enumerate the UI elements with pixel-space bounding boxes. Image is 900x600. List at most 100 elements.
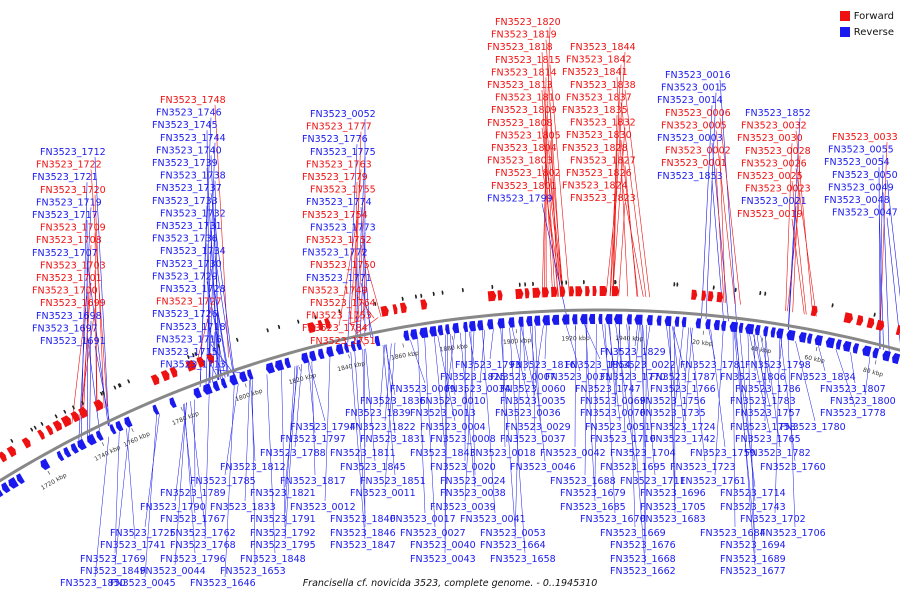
leader-line (350, 351, 366, 540)
forward-gene (317, 320, 324, 331)
gene-label: FN3523_0037 (500, 434, 566, 445)
small-gene (873, 312, 876, 317)
gene-label: FN3523_1688 (550, 476, 616, 487)
gene-label: FN3523_1805 (495, 130, 561, 141)
leader-line (251, 379, 256, 566)
reverse-gene (336, 343, 344, 355)
gene-label: FN3523_1823 (570, 193, 636, 204)
leader-line (266, 374, 276, 554)
leader-line (210, 155, 221, 380)
gene-label: FN3523_0009 (390, 384, 456, 395)
leader-line (94, 156, 110, 426)
forward-gene (585, 286, 590, 297)
gene-label: FN3523_1697 (32, 323, 98, 334)
gene-label: FN3523_1845 (340, 462, 406, 473)
small-gene (432, 291, 435, 296)
leader-line (94, 436, 109, 578)
small-gene (118, 383, 122, 388)
reverse-gene (220, 378, 228, 389)
leader-line (626, 324, 646, 566)
gene-label: FN3523_1784 (302, 323, 368, 334)
tick-mark (131, 428, 134, 432)
gene-label: FN3523_0036 (495, 408, 561, 419)
small-gene (401, 296, 404, 301)
small-gene (524, 282, 527, 287)
gene-label: FN3523_1702 (740, 514, 806, 525)
gene-label: FN3523_1705 (640, 502, 706, 513)
gene-label: FN3523_0054 (824, 157, 890, 168)
leader-line (624, 89, 650, 298)
tick-label: 1940 kbp (615, 335, 644, 343)
leader-line (489, 329, 494, 360)
forward-gene (70, 411, 80, 423)
gene-label: FN3523_1822 (350, 422, 416, 433)
gene-label: FN3523_1745 (152, 120, 218, 131)
tick-mark (815, 347, 818, 352)
leader-line (690, 327, 706, 462)
gene-label: FN3523_1715 (152, 347, 218, 358)
small-gene (40, 421, 44, 426)
gene-label: FN3523_0022 (610, 360, 676, 371)
gene-label: FN3523_1761 (680, 476, 746, 487)
gene-label: FN3523_1853 (657, 171, 723, 182)
leader-line (549, 178, 564, 297)
leader-line (83, 245, 92, 419)
reverse-gene (309, 350, 317, 362)
reverse-gene (40, 458, 51, 471)
reverse-gene (551, 314, 560, 325)
gene-label: FN3523_1717 (32, 210, 98, 221)
gene-label: FN3523_1820 (495, 17, 561, 28)
gene-label: FN3523_1838 (570, 80, 636, 91)
reverse-gene (86, 433, 97, 446)
reverse-gene (410, 329, 418, 340)
gene-label: FN3523_0042 (540, 448, 606, 459)
gene-label: FN3523_1802 (495, 168, 561, 179)
leader-line (541, 165, 562, 297)
leader-line (174, 402, 187, 566)
forward-gene (206, 353, 215, 364)
gene-label: FN3523_1716 (156, 334, 222, 345)
tick-label: 1880 kbp (439, 343, 468, 354)
forward-gene (93, 399, 104, 412)
leader-line (384, 343, 392, 422)
leader-line (644, 325, 651, 360)
small-gene (764, 291, 767, 296)
gene-label: FN3523_1835 (562, 105, 628, 116)
gene-label: FN3523_1718 (160, 322, 226, 333)
leader-line (214, 256, 234, 375)
leader-line (614, 324, 620, 408)
gene-label: FN3523_1699 (40, 298, 106, 309)
leader-line (355, 307, 366, 323)
leader-line (348, 320, 362, 324)
leader-line (284, 365, 298, 540)
gene-label: FN3523_0070 (580, 408, 646, 419)
leader-line (764, 336, 766, 422)
leader-line (541, 127, 564, 297)
reverse-gene (729, 321, 738, 333)
gene-label: FN3523_0069 (580, 396, 646, 407)
reverse-gene (542, 315, 550, 326)
gene-label: FN3523_1826 (566, 168, 632, 179)
gene-label: FN3523_1779 (302, 172, 368, 183)
forward-gene (542, 287, 549, 298)
gene-label: FN3523_1685 (560, 502, 626, 513)
leader-line (705, 92, 717, 319)
leader-line (529, 326, 546, 462)
small-gene (127, 379, 130, 384)
leader-line (362, 270, 366, 321)
gene-label: FN3523_1789 (160, 488, 226, 499)
leader-line (78, 207, 92, 441)
gene-label: FN3523_1754 (302, 210, 368, 221)
reverse-gene (705, 319, 711, 330)
small-gene (117, 383, 121, 388)
leader-line (791, 180, 807, 315)
gene-label: FN3523_1828 (562, 143, 628, 154)
reverse-gene (169, 397, 177, 408)
leader-line (886, 179, 900, 298)
gene-label: FN3523_1740 (156, 145, 222, 156)
leader-line (864, 356, 871, 396)
gene-label: FN3523_1746 (156, 108, 222, 119)
gene-label: FN3523_1720 (40, 185, 106, 196)
gene-label: FN3523_1747 (575, 384, 641, 395)
